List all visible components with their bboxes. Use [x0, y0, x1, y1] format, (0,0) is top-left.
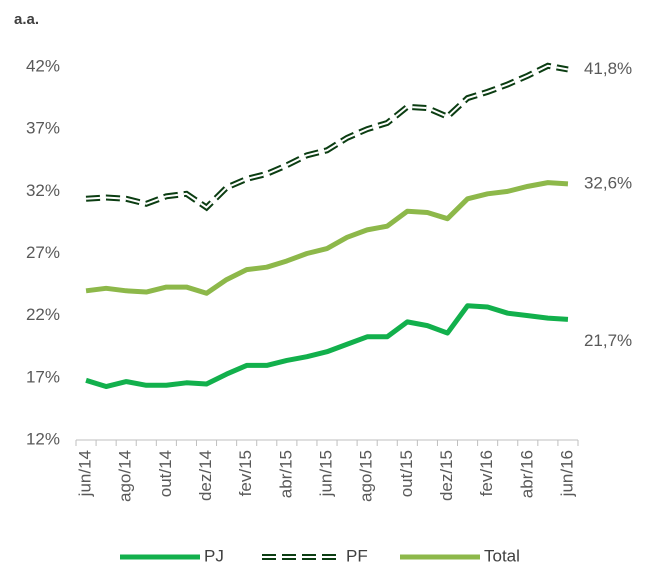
- legend-label: PJ: [204, 546, 224, 565]
- x-tick-label: jun/15: [316, 450, 335, 497]
- y-tick-label: 12%: [26, 429, 60, 448]
- series-line-inner: [85, 64, 569, 209]
- x-tick-label: ago/15: [357, 450, 376, 502]
- value-label: 32,6%: [584, 173, 632, 192]
- y-axis-label: a.a.: [14, 11, 39, 28]
- x-tick-label: dez/14: [196, 450, 215, 501]
- x-tick-label: out/14: [156, 450, 175, 497]
- series-line: [85, 180, 569, 296]
- y-tick-label: 37%: [26, 119, 60, 138]
- x-tick-label: abr/16: [517, 450, 536, 498]
- x-tick-label: fev/16: [477, 450, 496, 496]
- value-label: 41,8%: [584, 59, 632, 78]
- legend-label: PF: [346, 546, 368, 565]
- x-tick-label: jun/14: [76, 450, 95, 497]
- y-tick-label: 22%: [26, 305, 60, 324]
- y-tick-label: 42%: [26, 56, 60, 75]
- x-tick-label: out/15: [397, 450, 416, 497]
- x-tick-label: fev/15: [236, 450, 255, 496]
- x-tick-label: jun/16: [557, 450, 576, 497]
- x-tick-label: abr/15: [276, 450, 295, 498]
- value-label: 21,7%: [584, 331, 632, 350]
- series-line: [85, 303, 569, 390]
- y-tick-label: 27%: [26, 243, 60, 262]
- y-tick-label: 17%: [26, 367, 60, 386]
- legend-label: Total: [484, 546, 520, 565]
- x-tick-label: dez/15: [437, 450, 456, 501]
- y-tick-label: 32%: [26, 181, 60, 200]
- series-line: [85, 62, 569, 212]
- x-tick-label: ago/14: [116, 450, 135, 502]
